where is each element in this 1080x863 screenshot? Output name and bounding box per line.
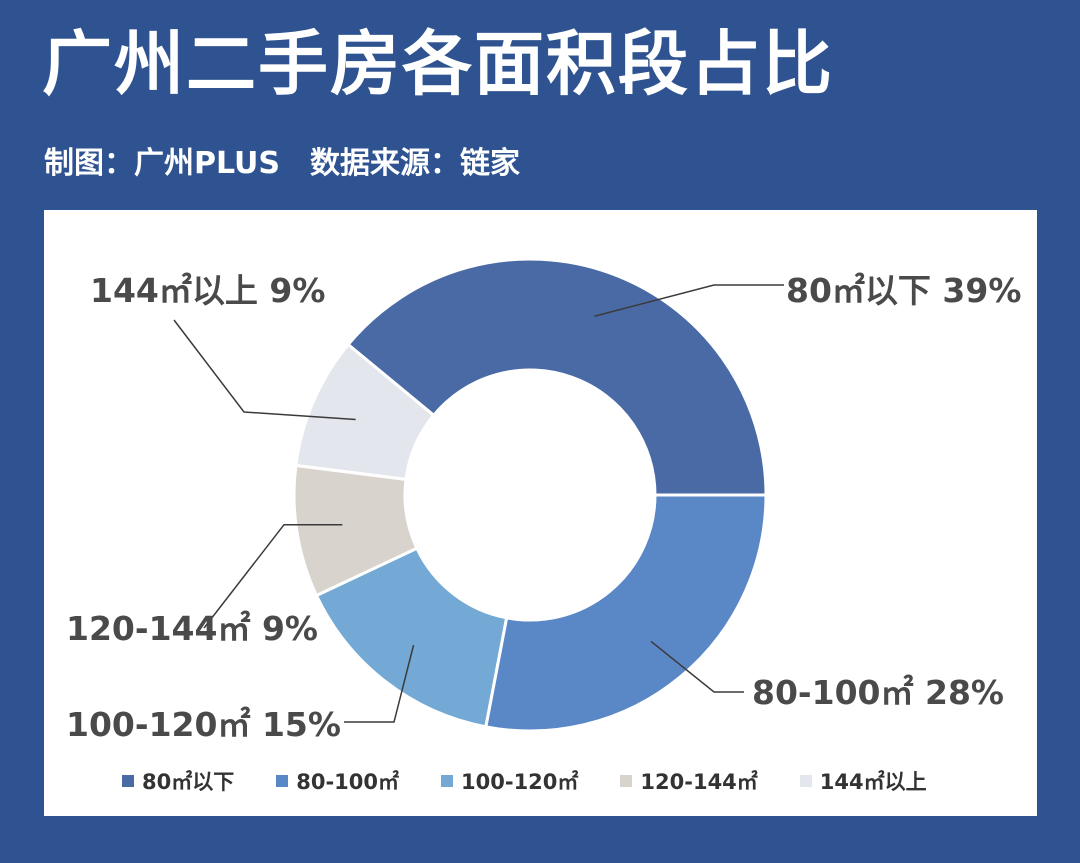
callout-80-100: 80-100㎡ 28% — [752, 673, 1004, 712]
callout-100-120: 100-120㎡ 15% — [66, 705, 341, 744]
leader-line — [650, 640, 744, 693]
legend-swatch — [122, 775, 134, 787]
leader-line — [344, 644, 415, 723]
callout-120-144: 120-144㎡ 9% — [66, 609, 318, 648]
page-subtitle: 制图：广州PLUS 数据来源：链家 — [44, 146, 521, 181]
legend-swatch — [276, 775, 289, 787]
leader-line — [594, 284, 784, 317]
legend-label: 80-100㎡ — [296, 770, 400, 794]
legend-item-120-144: 120-144㎡ — [620, 766, 758, 796]
legend-label: 120-144㎡ — [640, 770, 758, 794]
legend: 80㎡以下 80-100㎡ 100-120㎡ 120-144㎡ 144㎡以上 — [122, 766, 927, 796]
legend-label: 80㎡以下 — [142, 770, 235, 794]
slice-144-over — [294, 342, 436, 482]
donut-chart — [173, 257, 784, 733]
slice-80-100 — [484, 493, 768, 733]
legend-swatch — [620, 775, 633, 787]
legend-item-100-120: 100-120㎡ — [441, 766, 578, 796]
slice-100-120 — [314, 546, 509, 729]
legend-item-80-100: 80-100㎡ — [276, 766, 399, 796]
legend-item-144-over: 144㎡以上 — [799, 766, 927, 796]
chart-card: 80㎡以下 39% 80-100㎡ 28% 100-120㎡ 15% 120-1… — [44, 210, 1037, 816]
callout-80-under: 80㎡以下 39% — [786, 271, 1022, 310]
legend-item-80-under: 80㎡以下 — [122, 766, 234, 796]
leader-line — [203, 523, 343, 629]
legend-label: 100-120㎡ — [461, 770, 579, 794]
legend-swatch — [799, 775, 812, 787]
leader-line — [173, 319, 356, 421]
page-title: 广州二手房各面积段占比 — [42, 23, 834, 105]
callout-144-over: 144㎡以上 9% — [90, 271, 326, 310]
legend-label: 144㎡以上 — [819, 770, 927, 794]
slice-80-under — [346, 257, 768, 497]
legend-swatch — [441, 775, 454, 787]
